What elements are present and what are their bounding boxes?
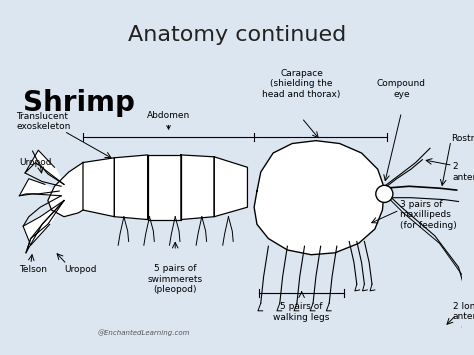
Text: Anatomy continued: Anatomy continued [128, 25, 346, 45]
Text: Carapace
(shielding the
head and thorax): Carapace (shielding the head and thorax) [263, 69, 341, 99]
Text: Uropod: Uropod [64, 266, 97, 274]
Text: Abdomen: Abdomen [147, 111, 190, 129]
Polygon shape [26, 201, 64, 253]
Text: 5 pairs of
walking legs: 5 pairs of walking legs [273, 302, 330, 322]
Text: Uropod: Uropod [19, 158, 52, 167]
Polygon shape [114, 155, 147, 219]
Polygon shape [19, 179, 61, 196]
Polygon shape [181, 155, 214, 219]
Polygon shape [147, 155, 181, 219]
Polygon shape [254, 141, 384, 255]
Text: 5 pairs of
swimmerets
(pleopod): 5 pairs of swimmerets (pleopod) [147, 264, 203, 294]
Polygon shape [23, 201, 64, 245]
Ellipse shape [376, 185, 393, 202]
Text: Telson: Telson [19, 266, 47, 274]
Text: Rostrum: Rostrum [451, 134, 474, 143]
Text: Compound
eye: Compound eye [377, 80, 426, 99]
Text: Translucent
exoskeleton: Translucent exoskeleton [17, 112, 71, 131]
Polygon shape [214, 157, 247, 217]
Polygon shape [25, 150, 64, 184]
Text: 2
antennae: 2 antennae [453, 162, 474, 182]
Polygon shape [48, 163, 83, 217]
Text: Shrimp: Shrimp [23, 89, 135, 117]
Polygon shape [83, 158, 114, 217]
Text: 3 pairs of
maxillipeds
(for feeding): 3 pairs of maxillipeds (for feeding) [400, 200, 456, 230]
Text: @EnchantedLearning.com: @EnchantedLearning.com [97, 330, 190, 337]
Text: 2 long
antennae: 2 long antennae [453, 302, 474, 322]
